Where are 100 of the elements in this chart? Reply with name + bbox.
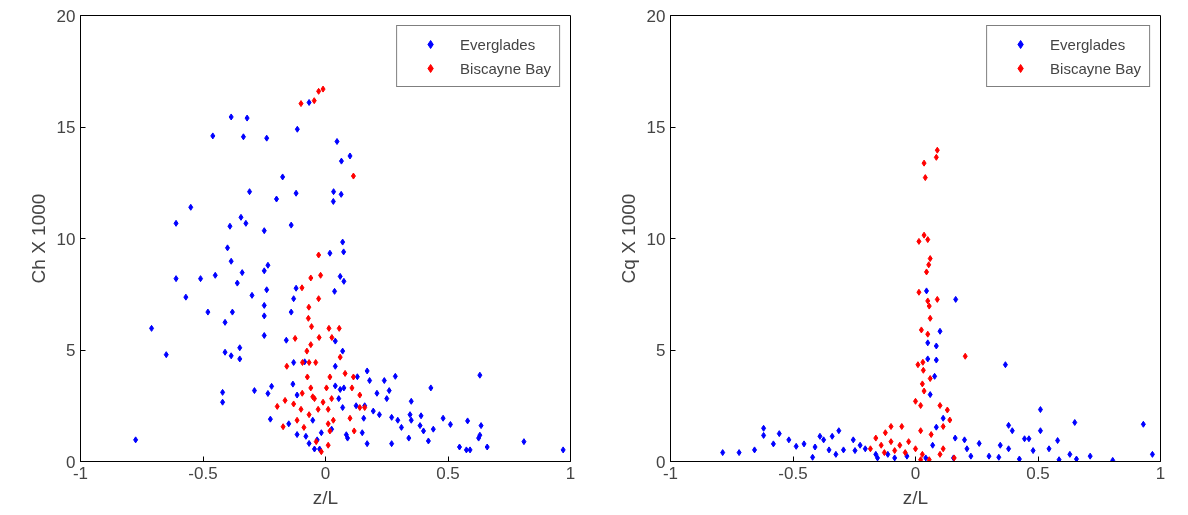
y-axis-title: Ch X 1000 [27, 193, 49, 284]
point [925, 236, 931, 244]
point [309, 323, 315, 331]
point [878, 441, 884, 449]
point [927, 375, 933, 383]
point [308, 384, 314, 392]
point [323, 384, 329, 392]
y-tick-label: 10 [646, 229, 666, 249]
point [892, 447, 898, 455]
point [299, 389, 305, 397]
point [337, 353, 343, 361]
y-tick-label: 15 [646, 118, 666, 137]
point [306, 411, 312, 419]
point [292, 334, 298, 342]
point [294, 416, 300, 424]
point [918, 402, 924, 410]
x-axis-title: z/L [902, 486, 929, 508]
point [940, 422, 946, 430]
point [921, 231, 927, 239]
y-tick-label: 10 [56, 229, 76, 249]
point [927, 314, 933, 322]
point [330, 416, 336, 424]
point [944, 406, 950, 414]
point [947, 416, 953, 424]
point [926, 302, 932, 310]
point [316, 87, 322, 95]
point [920, 366, 926, 374]
x-tick-label: 0 [320, 463, 331, 483]
point [301, 423, 307, 431]
legend-label: Everglades [460, 35, 536, 53]
point [316, 295, 322, 303]
point [918, 326, 924, 334]
point [881, 449, 887, 457]
point [351, 427, 357, 435]
point [318, 271, 324, 279]
point [306, 358, 312, 366]
point [888, 422, 894, 430]
y-tick-label: 20 [56, 6, 76, 26]
y-tick-label: 15 [56, 118, 76, 137]
legend-label: Biscayne Bay [460, 59, 551, 77]
point [920, 358, 926, 366]
point [882, 429, 888, 437]
x-tick-label: 1 [565, 463, 576, 483]
point [336, 324, 342, 332]
y-axis-title: Cq X 1000 [617, 193, 639, 284]
point [349, 384, 355, 392]
point [274, 402, 280, 410]
point [937, 450, 943, 458]
point [350, 172, 356, 180]
point [298, 405, 304, 413]
point [325, 420, 331, 428]
point [298, 100, 304, 108]
point [924, 268, 930, 276]
point [940, 445, 946, 453]
point [304, 373, 310, 381]
point [325, 405, 331, 413]
point [291, 400, 297, 408]
point [922, 174, 928, 182]
point [316, 251, 322, 259]
point [899, 422, 905, 430]
point [921, 159, 927, 167]
point [313, 358, 319, 366]
point [919, 450, 925, 458]
point [927, 255, 933, 263]
point [867, 445, 873, 453]
point [919, 380, 925, 388]
y-tick-label: 20 [646, 6, 666, 26]
point [350, 373, 356, 381]
point [311, 97, 317, 105]
point [284, 362, 290, 370]
point [304, 347, 310, 355]
point [306, 303, 312, 311]
legend-label: Biscayne Bay [1050, 59, 1141, 77]
x-tick-label: 0 [910, 463, 921, 483]
x-tick-label: -0.5 [778, 463, 808, 483]
x-tick-label: 0.5 [436, 463, 460, 483]
point [916, 288, 922, 296]
point [326, 324, 332, 332]
point [316, 334, 322, 342]
point [928, 431, 934, 439]
point [906, 438, 912, 446]
point [915, 361, 921, 369]
point [320, 85, 326, 93]
point [925, 330, 931, 338]
point [357, 404, 363, 412]
point [873, 434, 879, 442]
y-tick-label: 5 [66, 341, 76, 360]
point [308, 274, 314, 282]
x-tick-label: 1 [1155, 463, 1166, 483]
point [320, 398, 326, 406]
point [918, 427, 924, 435]
point [305, 314, 311, 322]
point [329, 395, 335, 403]
point [308, 341, 314, 349]
point [934, 295, 940, 303]
point [926, 261, 932, 269]
point [962, 352, 968, 360]
point [347, 414, 353, 422]
point [925, 297, 931, 305]
point [916, 237, 922, 245]
